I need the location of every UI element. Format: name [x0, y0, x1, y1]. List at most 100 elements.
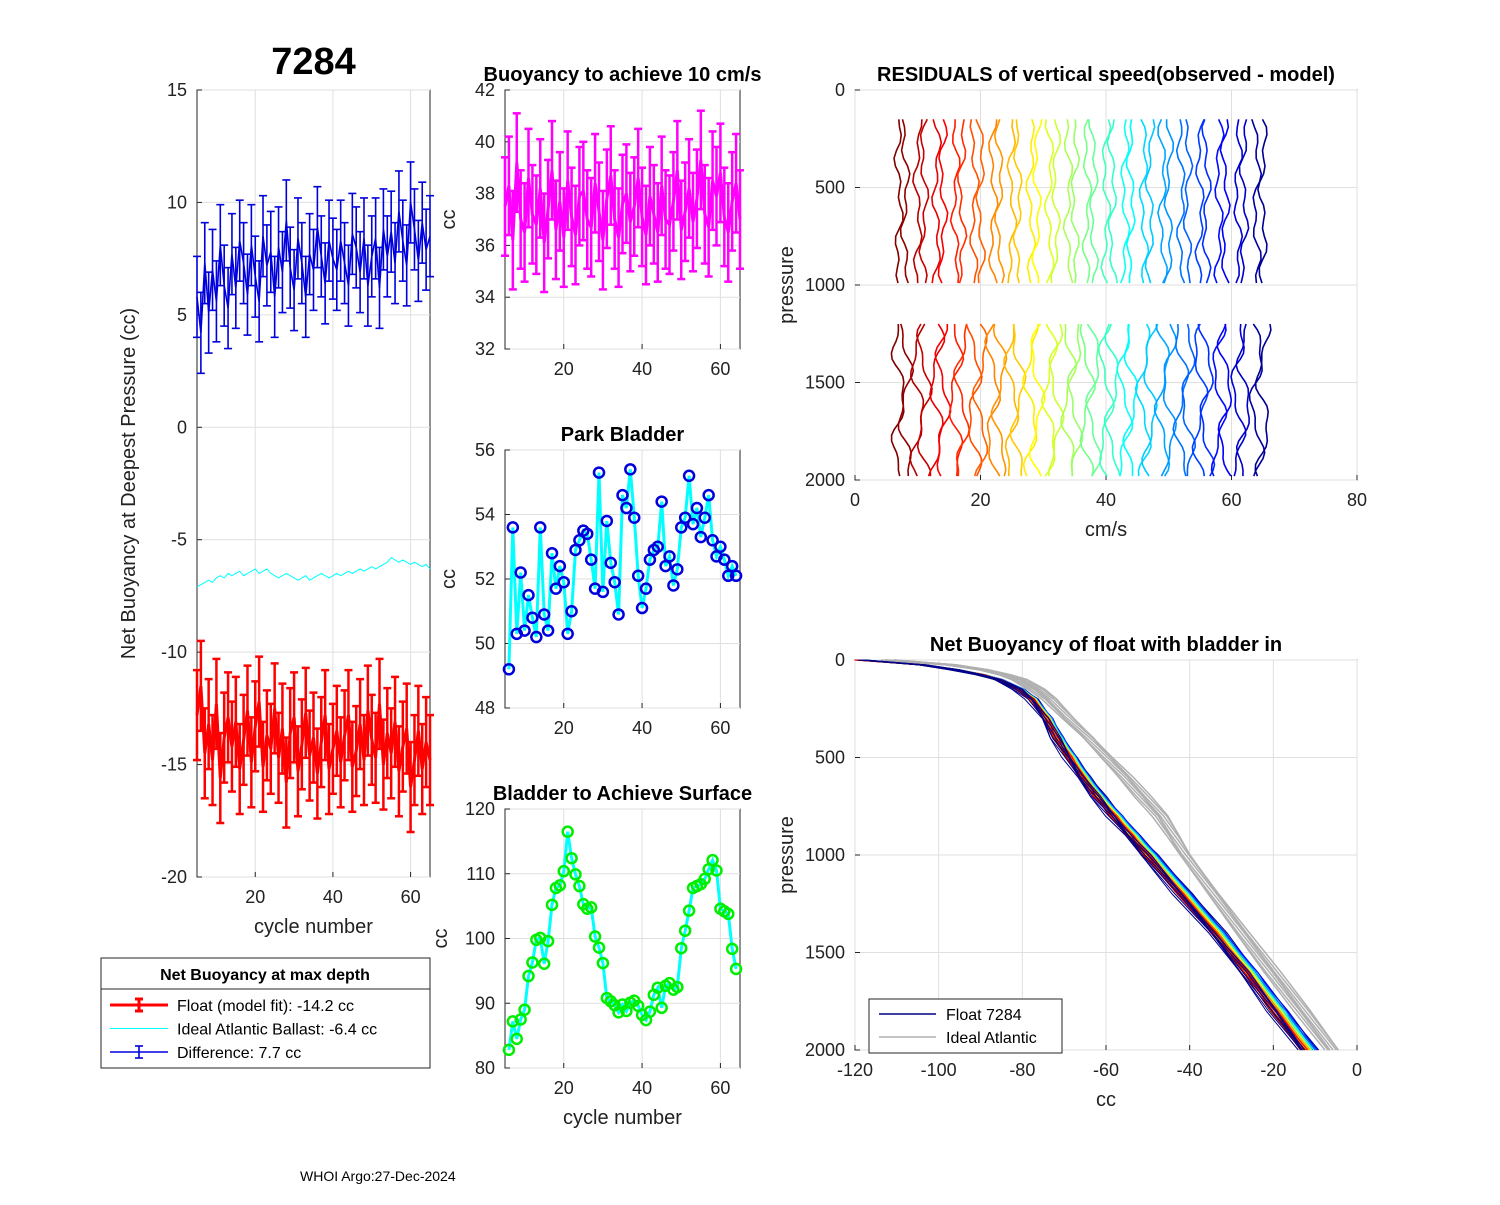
- x-tick-label: 40: [323, 887, 343, 907]
- surface-data-point: [506, 1015, 520, 1028]
- park-data-point: [561, 627, 574, 641]
- x-tick-label: 80: [1347, 490, 1367, 510]
- y-tick-label: 120: [465, 799, 495, 819]
- residual-profile: [1012, 119, 1023, 284]
- y-tick-label: 15: [167, 80, 187, 100]
- residual-profile: [1060, 323, 1078, 477]
- residual-profile: [987, 119, 999, 284]
- y-tick-label: 2000: [805, 1040, 845, 1060]
- surface-data-point: [722, 907, 735, 921]
- y-tick-label: 500: [815, 178, 845, 198]
- park-data-point: [616, 488, 629, 502]
- y-axis-label: pressure: [776, 246, 798, 324]
- x-tick-label: -60: [1093, 1060, 1119, 1080]
- surface-data-point: [573, 879, 586, 893]
- park-data-point: [706, 534, 719, 547]
- park-data-point: [537, 608, 551, 621]
- residual-profile: [1141, 323, 1159, 477]
- residual-profile: [990, 323, 1008, 477]
- residual-profile: [1028, 323, 1046, 477]
- park-data-point: [639, 582, 653, 595]
- legend-entry: Ideal Atlantic: [946, 1030, 1037, 1047]
- park-data-point: [557, 575, 570, 589]
- residual-profile: [1048, 323, 1065, 477]
- park-data-point: [702, 488, 715, 502]
- chart-title: Park Bladder: [561, 424, 685, 446]
- chart-net-buoyancy: 20 40 60 15 10 5 0 -5 -10 -15 -20 cycle number Net B…: [100, 41, 434, 1069]
- y-tick-label: 1500: [805, 943, 845, 963]
- surface-data-point: [561, 825, 574, 838]
- residual-profile: [1106, 119, 1118, 284]
- float-profile-line: [861, 659, 1302, 1051]
- y-axis-label: cc: [430, 929, 452, 949]
- buoyancy-series-line: [503, 159, 742, 243]
- park-data-point: [553, 559, 567, 573]
- residual-profile: [956, 119, 968, 284]
- residual-profile: [1081, 118, 1093, 284]
- surface-data-point: [592, 941, 606, 954]
- y-tick-label: 48: [475, 698, 495, 718]
- residual-profile: [1025, 119, 1037, 284]
- park-data-point: [502, 663, 516, 676]
- residual-profile: [1233, 119, 1244, 284]
- residual-profile: [953, 323, 971, 477]
- park-data-point: [612, 608, 625, 621]
- x-tick-label: 60: [710, 718, 730, 738]
- y-axis-label: Net Buoyancy at Deepest Pressure (cc): [118, 308, 140, 659]
- x-axis-label: cm/s: [1085, 519, 1127, 541]
- residual-profile: [949, 119, 961, 284]
- surface-data-point: [725, 942, 739, 956]
- y-tick-label: 52: [475, 569, 495, 589]
- legend-net-buoyancy: Net Buoyancy at max depth Float (model fi…: [100, 957, 431, 1069]
- residual-profile: [1257, 118, 1268, 284]
- residual-profile: [965, 323, 983, 477]
- y-tick-label: 50: [475, 634, 495, 654]
- chart-title: Bladder to Achieve Surface: [493, 783, 752, 805]
- float-id-title: 7284: [271, 41, 356, 83]
- x-tick-label: 20: [245, 887, 265, 907]
- ideal-series-line: [196, 557, 431, 588]
- residual-profile: [1003, 323, 1020, 477]
- residual-profile: [937, 119, 949, 284]
- park-data-point: [698, 511, 711, 524]
- residual-profile: [1197, 323, 1216, 477]
- legend-box: [100, 957, 431, 1069]
- surface-data-point: [671, 980, 684, 994]
- chart-title: Buoyancy to achieve 10 cm/s: [484, 64, 762, 86]
- ideal-profile-line: [885, 659, 1330, 1051]
- residual-profile: [993, 119, 1006, 284]
- legend-title: Net Buoyancy at max depth: [160, 967, 370, 984]
- surface-data-point: [545, 898, 559, 912]
- residual-profile: [1066, 323, 1084, 477]
- y-tick-label: 40: [475, 132, 495, 152]
- y-tick-label: 32: [475, 339, 495, 359]
- y-tick-label: 0: [835, 80, 845, 100]
- y-axis-label: pressure: [776, 816, 798, 894]
- residual-profile: [984, 323, 1002, 477]
- chart-residuals: 0 20 40 60 80 0 500 1000 1500 2000 cm/s pressure RES…: [776, 64, 1367, 541]
- y-tick-label: 1000: [805, 275, 845, 295]
- chart-net-buoyancy-profile: -120 -100 -80 -60 -40 -20 0 0 500 1000 1500 2000 cc p…: [776, 634, 1362, 1111]
- legend-entry: Float (model fit): -14.2 cc: [177, 998, 354, 1015]
- x-tick-label: 40: [632, 359, 652, 379]
- y-tick-label: 42: [475, 80, 495, 100]
- residual-profile: [1157, 118, 1169, 284]
- legend-entry: Float 7284: [946, 1007, 1022, 1024]
- residual-profile: [1191, 323, 1209, 477]
- surface-data-point: [678, 924, 692, 937]
- residual-profile: [1210, 323, 1228, 477]
- x-tick-label: 60: [710, 1078, 730, 1098]
- x-tick-label: -80: [1009, 1060, 1035, 1080]
- float-series-line: [195, 685, 432, 788]
- y-tick-label: 0: [835, 650, 845, 670]
- park-data-point: [714, 540, 727, 553]
- residual-profile: [1182, 119, 1194, 284]
- surface-data-point: [729, 962, 743, 976]
- y-tick-label: -15: [161, 755, 187, 775]
- park-data-point: [628, 511, 641, 524]
- x-tick-label: -20: [1260, 1060, 1286, 1080]
- residual-profile: [1062, 119, 1074, 284]
- x-tick-label: 0: [850, 490, 860, 510]
- y-tick-label: -20: [161, 867, 187, 887]
- surface-data-point: [522, 969, 535, 983]
